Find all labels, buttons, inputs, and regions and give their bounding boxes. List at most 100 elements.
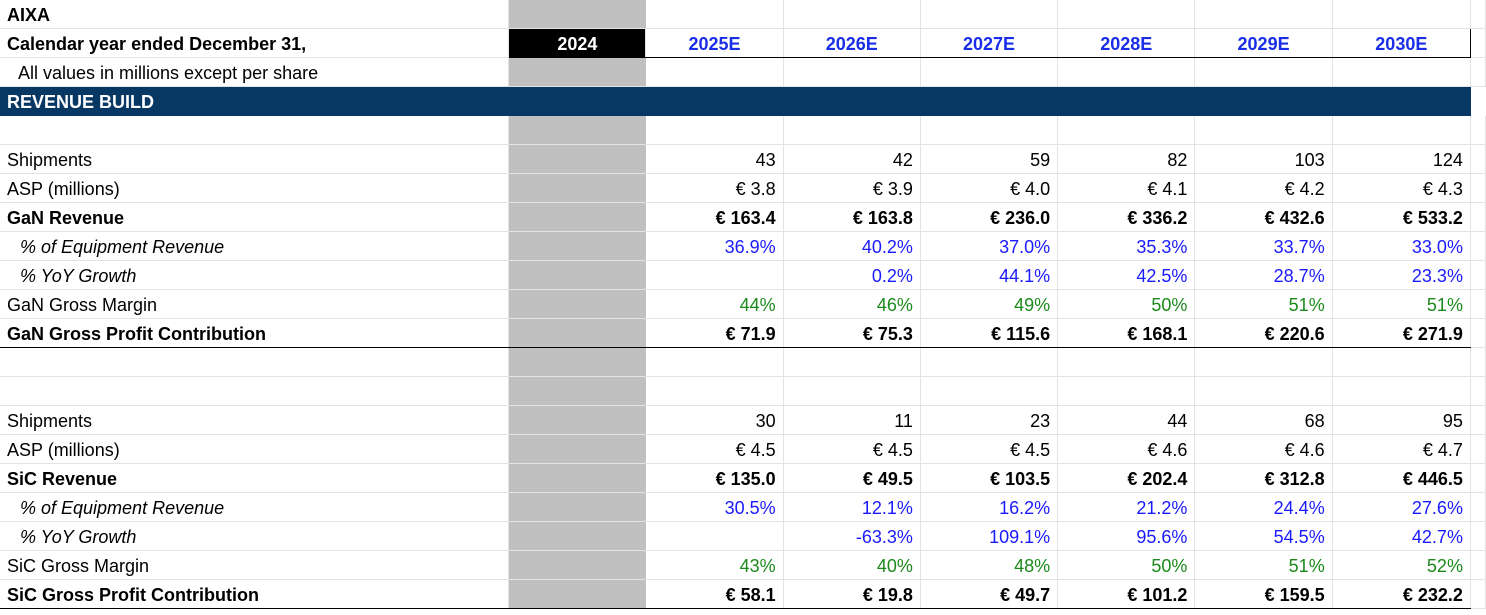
value-cell[interactable]: € 4.7	[1332, 434, 1471, 464]
cell[interactable]	[1332, 376, 1471, 406]
value-cell[interactable]: € 4.3	[1332, 173, 1471, 203]
value-cell[interactable]: € 336.2	[1057, 202, 1196, 232]
value-cell[interactable]: € 135.0	[645, 463, 784, 493]
cell[interactable]	[508, 57, 647, 87]
value-cell[interactable]: € 4.2	[1194, 173, 1333, 203]
value-cell[interactable]: € 533.2	[1332, 202, 1471, 232]
cell[interactable]	[783, 57, 921, 87]
cell[interactable]	[645, 347, 784, 377]
value-cell[interactable]: 36.9%	[645, 231, 784, 261]
cell[interactable]	[1470, 434, 1486, 464]
cell[interactable]	[1332, 57, 1471, 87]
row-label[interactable]: % of Equipment Revenue	[0, 492, 510, 522]
year-2028e-cell[interactable]: 2028E	[1057, 28, 1196, 58]
cell[interactable]	[1470, 318, 1486, 348]
value-cell[interactable]: € 312.8	[1194, 463, 1333, 493]
row-label[interactable]: SiC Gross Profit Contribution	[0, 579, 510, 609]
value-cell[interactable]: € 432.6	[1194, 202, 1333, 232]
value-cell[interactable]: € 101.2	[1057, 579, 1196, 609]
row-label[interactable]: % YoY Growth	[0, 260, 510, 290]
cell[interactable]	[1470, 405, 1486, 435]
value-cell[interactable]: € 4.6	[1057, 434, 1196, 464]
value-cell[interactable]: 23	[920, 405, 1059, 435]
value-cell[interactable]: 43	[645, 144, 784, 174]
cell[interactable]	[1057, 57, 1196, 87]
value-cell[interactable]: 51%	[1332, 289, 1471, 319]
value-cell[interactable]: 16.2%	[920, 492, 1059, 522]
value-cell[interactable]: € 19.8	[783, 579, 921, 609]
cell[interactable]	[1194, 376, 1333, 406]
row-label[interactable]: Shipments	[0, 144, 510, 174]
value-cell[interactable]: € 4.6	[1194, 434, 1333, 464]
value-cell[interactable]: 28.7%	[1194, 260, 1333, 290]
cell[interactable]	[645, 0, 784, 29]
cell[interactable]	[1057, 0, 1196, 29]
cell[interactable]	[920, 0, 1059, 29]
value-cell[interactable]: € 159.5	[1194, 579, 1333, 609]
value-cell[interactable]: 43%	[645, 550, 784, 580]
value-cell[interactable]: € 103.5	[920, 463, 1059, 493]
value-cell[interactable]: 30.5%	[645, 492, 784, 522]
cell[interactable]	[1470, 28, 1486, 58]
value-cell[interactable]: -63.3%	[783, 521, 921, 551]
value-cell[interactable]	[645, 521, 784, 551]
year-2029e-cell[interactable]: 2029E	[1194, 28, 1333, 58]
value-cell[interactable]: € 236.0	[920, 202, 1059, 232]
value-cell[interactable]: 35.3%	[1057, 231, 1196, 261]
ticker-cell[interactable]: AIXA	[0, 0, 510, 29]
cell[interactable]	[920, 57, 1059, 87]
value-cell[interactable]: 46%	[783, 289, 921, 319]
value-cell[interactable]: 54.5%	[1194, 521, 1333, 551]
value-cell[interactable]: € 49.5	[783, 463, 921, 493]
value-cell[interactable]: € 220.6	[1194, 318, 1333, 348]
value-cell[interactable]	[508, 318, 647, 348]
row-label[interactable]: GaN Gross Profit Contribution	[0, 318, 510, 348]
row-label[interactable]: GaN Gross Margin	[0, 289, 510, 319]
value-cell[interactable]: € 115.6	[920, 318, 1059, 348]
cell[interactable]	[1470, 376, 1486, 406]
value-cell[interactable]: 52%	[1332, 550, 1471, 580]
cell[interactable]	[1470, 144, 1486, 174]
cell[interactable]	[783, 115, 921, 145]
value-cell[interactable]: € 168.1	[1057, 318, 1196, 348]
value-cell[interactable]	[508, 434, 647, 464]
value-cell[interactable]: 124	[1332, 144, 1471, 174]
cell[interactable]	[920, 376, 1059, 406]
cell[interactable]	[1470, 260, 1486, 290]
value-cell[interactable]: € 232.2	[1332, 579, 1471, 609]
cell[interactable]	[783, 376, 921, 406]
value-cell[interactable]: 68	[1194, 405, 1333, 435]
value-cell[interactable]	[508, 260, 647, 290]
value-cell[interactable]	[508, 579, 647, 609]
value-cell[interactable]: 44%	[645, 289, 784, 319]
cell[interactable]	[783, 347, 921, 377]
value-cell[interactable]	[645, 260, 784, 290]
cell[interactable]	[1470, 57, 1486, 87]
cell[interactable]	[1194, 347, 1333, 377]
cell[interactable]	[0, 115, 510, 145]
year-2024-cell[interactable]: 2024	[508, 28, 647, 58]
value-cell[interactable]: 30	[645, 405, 784, 435]
value-cell[interactable]	[508, 202, 647, 232]
cell[interactable]	[920, 115, 1059, 145]
cell[interactable]	[508, 115, 647, 145]
value-cell[interactable]: 49%	[920, 289, 1059, 319]
value-cell[interactable]: 51%	[1194, 550, 1333, 580]
value-cell[interactable]: 103	[1194, 144, 1333, 174]
value-cell[interactable]: 44.1%	[920, 260, 1059, 290]
value-cell[interactable]: € 4.5	[920, 434, 1059, 464]
value-cell[interactable]: € 271.9	[1332, 318, 1471, 348]
value-cell[interactable]: 51%	[1194, 289, 1333, 319]
cell[interactable]	[1470, 202, 1486, 232]
cell[interactable]	[1057, 347, 1196, 377]
year-2030e-cell[interactable]: 2030E	[1332, 28, 1471, 58]
cell[interactable]	[1194, 115, 1333, 145]
cell[interactable]	[1470, 289, 1486, 319]
cell[interactable]	[0, 376, 510, 406]
cell[interactable]	[1470, 86, 1486, 116]
row-label[interactable]: % YoY Growth	[0, 521, 510, 551]
value-cell[interactable]: € 4.0	[920, 173, 1059, 203]
value-cell[interactable]: 50%	[1057, 550, 1196, 580]
value-cell[interactable]: 50%	[1057, 289, 1196, 319]
value-cell[interactable]: € 4.5	[645, 434, 784, 464]
